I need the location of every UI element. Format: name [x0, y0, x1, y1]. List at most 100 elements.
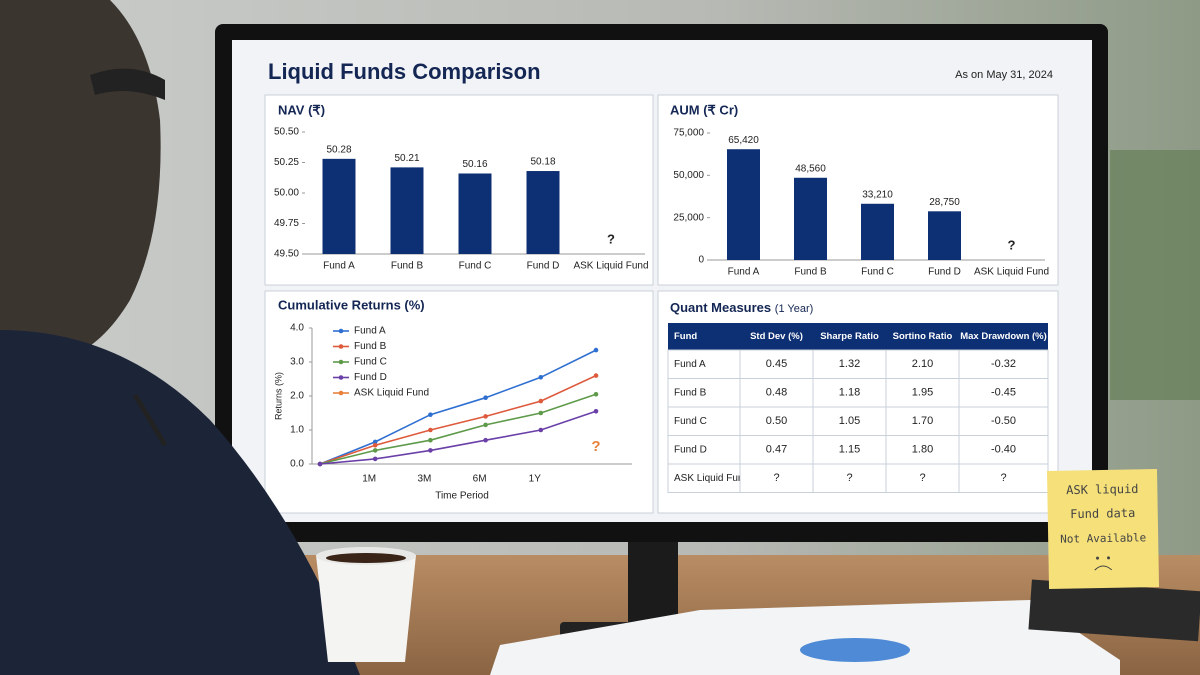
value-label: 50.28	[326, 144, 351, 155]
legend-marker	[338, 359, 344, 365]
annotation: ?	[591, 438, 600, 455]
point	[593, 409, 599, 414]
y-tick-label: 25,000	[673, 212, 704, 223]
x-axis-label: Time Period	[435, 491, 489, 502]
point	[428, 412, 433, 418]
table-cell	[739, 406, 814, 436]
y-tick-label: 3.0	[290, 357, 304, 368]
table-cell	[667, 406, 741, 436]
x-tick-label: 1Y	[529, 474, 542, 485]
legend-marker	[338, 328, 344, 334]
point	[317, 461, 323, 467]
cell-text: Fund C	[674, 416, 707, 427]
y-tick-label: 4.0	[290, 323, 304, 334]
table-cell	[739, 378, 814, 408]
point	[483, 395, 488, 401]
x-tick-label: 3M	[417, 474, 431, 485]
table-cell	[667, 463, 741, 493]
panel	[264, 290, 654, 514]
point	[483, 422, 488, 428]
table-cell	[885, 378, 960, 408]
point	[538, 375, 544, 380]
annotation: ?	[607, 231, 615, 246]
point	[372, 448, 378, 453]
y-tick-label: 49.75	[274, 218, 299, 229]
y-tick-label: 50.25	[274, 157, 299, 168]
table-cell	[885, 406, 960, 436]
point	[428, 437, 433, 443]
cell-text: ASK Liquid Fund	[674, 473, 749, 484]
x-tick-label: Fund B	[391, 261, 424, 272]
cell-text: 1.80	[912, 444, 933, 456]
x-tick-label: ASK Liquid Fund	[974, 267, 1049, 278]
value-label: 50.21	[394, 153, 419, 164]
column-header: Sharpe Ratio	[820, 331, 879, 342]
y-tick-label: 2.0	[290, 391, 304, 402]
chart-title: Cumulative Returns (%)	[278, 297, 425, 312]
value-label: 50.18	[530, 157, 555, 168]
y-tick-label: 0	[698, 255, 704, 266]
bar	[390, 167, 424, 254]
cell-text: Fund D	[674, 444, 707, 455]
x-tick-label: Fund C	[861, 267, 894, 278]
point	[483, 437, 488, 443]
bar	[727, 149, 760, 260]
legend-marker	[338, 390, 344, 396]
line	[319, 393, 597, 465]
column-header: Sortino Ratio	[893, 331, 953, 342]
point	[593, 373, 599, 378]
value-label: 50.16	[462, 159, 487, 170]
table-cell	[812, 463, 887, 493]
note-line: Not Available	[1060, 531, 1146, 546]
legend-label: Fund B	[354, 341, 387, 352]
paper-chart	[800, 638, 910, 662]
line	[319, 374, 597, 465]
cell-text: 2.10	[912, 358, 933, 370]
point	[428, 427, 433, 433]
page-title: Liquid Funds Comparison	[268, 59, 541, 84]
cell-text: -0.40	[991, 444, 1016, 456]
cell-text: 0.48	[766, 387, 787, 399]
cell-text: -0.50	[991, 415, 1016, 427]
y-tick-label: 50,000	[673, 170, 704, 181]
note-line: Fund data	[1070, 506, 1135, 521]
cell-text: ?	[919, 472, 925, 484]
point	[538, 398, 544, 404]
cell-text: ?	[773, 472, 779, 484]
coffee-cup	[316, 555, 416, 662]
monitor-stand	[628, 535, 678, 630]
table-cell	[958, 378, 1049, 408]
bar	[526, 171, 560, 254]
x-tick-label: Fund D	[527, 261, 560, 272]
chart-title: NAV (₹)	[278, 102, 325, 117]
y-tick-label: 75,000	[673, 128, 704, 139]
coffee	[326, 553, 406, 563]
chart-title: AUM (₹ Cr)	[670, 102, 738, 117]
date: As on May 31, 2024	[955, 69, 1053, 81]
cell-text: Fund B	[674, 387, 707, 398]
table-title-main: Quant Measures	[670, 300, 771, 315]
cell-text: 1.70	[912, 415, 933, 427]
point	[428, 448, 433, 453]
table-cell	[812, 435, 887, 465]
table-cell	[958, 406, 1049, 436]
y-tick-label: 49.50	[274, 249, 299, 260]
line	[319, 349, 597, 465]
bar	[322, 158, 356, 254]
legend-label: Fund C	[354, 357, 387, 368]
table-cell	[812, 406, 887, 436]
x-tick-label: Fund A	[728, 267, 760, 278]
x-tick-label: Fund B	[794, 267, 827, 278]
legend-label: Fund A	[354, 326, 386, 337]
value-label: 28,750	[929, 197, 960, 208]
table-cell	[885, 435, 960, 465]
cell-text: Fund A	[674, 359, 706, 370]
face-eye	[1096, 556, 1100, 560]
x-tick-label: Fund C	[459, 261, 492, 272]
point	[538, 410, 544, 416]
point	[372, 443, 378, 448]
note-paper	[1046, 469, 1160, 589]
y-axis-label: Returns (%)	[273, 372, 283, 420]
legend-marker	[338, 344, 344, 349]
